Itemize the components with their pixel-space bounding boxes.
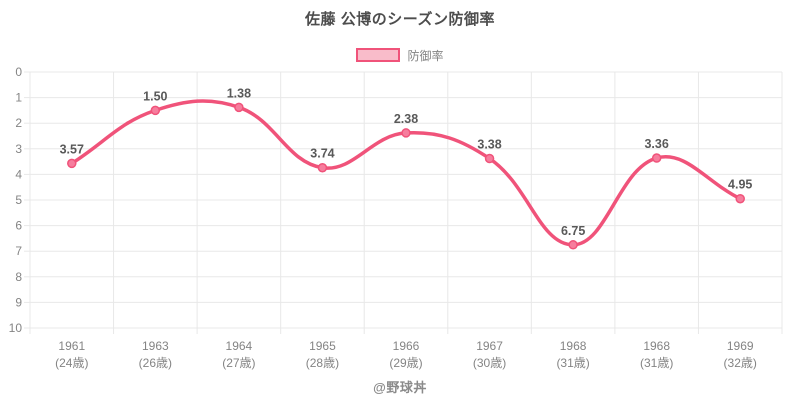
x-tick-label-age: (27歳)	[222, 356, 255, 370]
value-label: 4.95	[728, 178, 752, 192]
y-tick-label: 10	[9, 321, 23, 335]
y-tick-label: 1	[15, 91, 22, 105]
value-label: 1.38	[227, 86, 251, 100]
x-tick-label-age: (26歳)	[139, 356, 172, 370]
x-tick-label-year: 1968	[560, 339, 587, 353]
x-tick-label-age: (31歳)	[640, 356, 673, 370]
data-point[interactable]	[67, 158, 77, 169]
chart-title: 佐藤 公博のシーズン防御率	[305, 11, 495, 28]
value-label: 3.36	[644, 137, 668, 151]
era-curve	[70, 99, 742, 247]
data-point[interactable]	[484, 153, 495, 164]
y-tick-label: 7	[15, 244, 22, 258]
data-point[interactable]	[651, 153, 662, 163]
value-label: 3.38	[477, 138, 501, 152]
value-label: 2.38	[394, 112, 418, 126]
value-label: 3.74	[310, 147, 334, 161]
y-tick-label: 8	[15, 270, 22, 284]
y-tick-label: 9	[15, 295, 22, 309]
legend-swatch	[356, 48, 401, 62]
x-tick-label-year: 1965	[309, 339, 336, 353]
x-tick-label-age: (30歳)	[473, 356, 506, 370]
x-tick-label-year: 1968	[643, 339, 670, 353]
y-tick-label: 2	[15, 116, 22, 130]
value-label: 1.50	[143, 89, 167, 103]
data-point[interactable]	[401, 128, 411, 138]
data-point[interactable]	[317, 162, 328, 173]
watermark: @野球丼	[373, 380, 427, 395]
legend-label: 防御率	[407, 48, 444, 63]
x-tick-label-year: 1969	[727, 339, 754, 353]
legend[interactable]: 防御率	[0, 47, 800, 63]
x-tick-label-year: 1964	[226, 339, 253, 353]
y-tick-label: 4	[15, 167, 22, 181]
y-tick-label: 3	[15, 142, 22, 156]
value-label: 6.75	[561, 224, 585, 238]
value-label: 3.57	[60, 142, 84, 156]
y-tick-label: 0	[15, 65, 22, 79]
y-tick-label: 5	[15, 193, 22, 207]
x-tick-label-age: (24歳)	[55, 356, 88, 370]
data-point[interactable]	[735, 193, 745, 204]
x-tick-label-age: (28歳)	[306, 356, 339, 370]
x-tick-label-age: (32歳)	[724, 356, 757, 370]
x-tick-label-year: 1963	[142, 339, 169, 353]
data-point[interactable]	[234, 102, 244, 113]
x-tick-label-year: 1961	[58, 339, 85, 353]
data-point[interactable]	[568, 240, 578, 250]
data-point[interactable]	[150, 105, 161, 116]
x-tick-label-year: 1966	[393, 339, 420, 353]
x-tick-label-year: 1967	[476, 339, 503, 353]
x-tick-label-age: (31歳)	[556, 356, 589, 370]
y-tick-label: 6	[15, 219, 22, 233]
x-tick-label-age: (29歳)	[389, 356, 422, 370]
